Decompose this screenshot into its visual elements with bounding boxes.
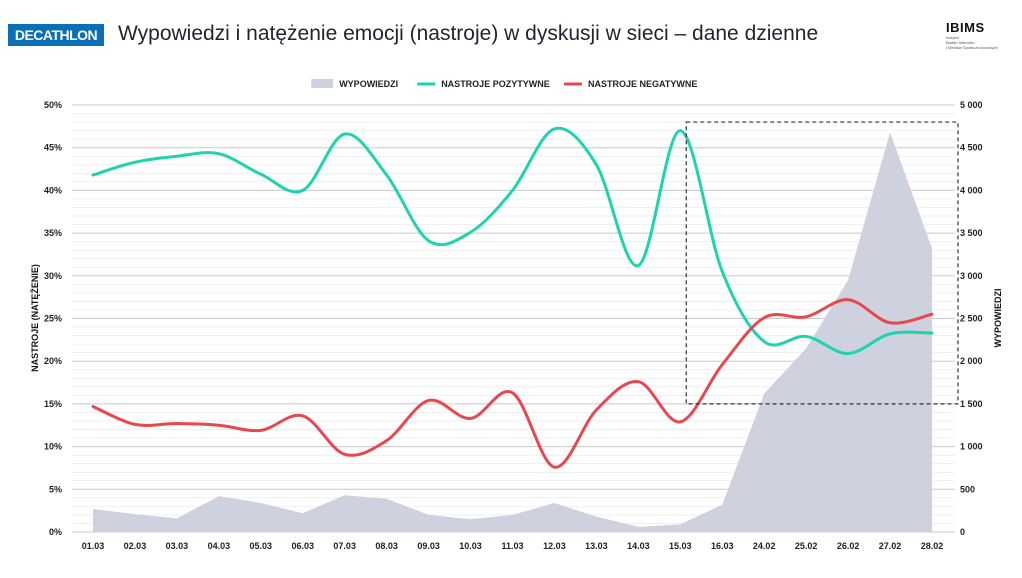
y2-tick-label: 5 000 xyxy=(960,100,983,110)
series-line-nastroje-negatywne xyxy=(91,298,934,469)
logo-text: DECATHLON xyxy=(14,27,98,43)
x-tick-label: 15.03 xyxy=(669,541,692,551)
brand-subtitle-1: Instytut xyxy=(946,35,959,40)
page-title: Wypowiedzi i natężenie emocji (nastroje)… xyxy=(118,22,819,45)
y-tick-label: 25% xyxy=(44,314,62,324)
x-tick-label: 24.02 xyxy=(753,541,776,551)
y2-tick-label: 0 xyxy=(960,527,965,537)
x-tick-label: 05.03 xyxy=(250,541,273,551)
legend-label-wypowiedzi: WYPOWIEDZI xyxy=(339,79,398,89)
y2-tick-label: 500 xyxy=(960,484,975,494)
series-area-wypowiedzi xyxy=(93,132,932,532)
y-tick-label: 5% xyxy=(49,484,62,494)
y2-axis-title: WYPOWIEDZI xyxy=(993,289,1003,348)
x-tick-label: 08.03 xyxy=(375,541,398,551)
y2-tick-label: 2 000 xyxy=(960,356,983,366)
y-tick-label: 30% xyxy=(44,271,62,281)
legend-label-nastroje-pozytywne: NASTROJE POZYTYWNE xyxy=(441,79,550,89)
x-tick-label: 14.03 xyxy=(627,541,650,551)
y-tick-label: 20% xyxy=(44,356,62,366)
highlight-layer xyxy=(685,121,959,405)
x-tick-label: 11.03 xyxy=(501,541,523,551)
y-tick-label: 0% xyxy=(49,527,62,537)
x-tick-label: 01.03 xyxy=(82,541,105,551)
y2-tick-label: 1 000 xyxy=(960,442,983,452)
x-tick-label: 02.03 xyxy=(124,541,147,551)
x-tick-label: 28.02 xyxy=(921,541,944,551)
x-tick-label: 25.02 xyxy=(795,541,818,551)
legend-label-nastroje-negatywne: NASTROJE NEGATYWNE xyxy=(588,79,697,89)
area-layer xyxy=(93,132,932,532)
x-tick-label: 09.03 xyxy=(417,541,440,551)
brand-name: IBIMS xyxy=(946,20,985,35)
y-tick-label: 10% xyxy=(44,442,62,452)
x-tick-label: 16.03 xyxy=(711,541,734,551)
y-tick-label: 40% xyxy=(44,185,62,195)
legend: WYPOWIEDZI NASTROJE POZYTYWNE NASTROJE NEG… xyxy=(311,79,697,89)
y-tick-label: 35% xyxy=(44,228,62,238)
x-tick-label: 03.03 xyxy=(166,541,189,551)
y-tick-label: 15% xyxy=(44,399,62,409)
y-tick-label: 45% xyxy=(44,143,62,153)
y-axis-title: NASTROJE (NATĘŻENIE) xyxy=(30,264,40,372)
y2-tick-label: 2 500 xyxy=(960,314,983,324)
series-line-nastroje-pozytywne xyxy=(91,126,934,356)
highlight-box xyxy=(685,121,959,405)
x-tick-label: 12.03 xyxy=(543,541,566,551)
x-tick-label: 04.03 xyxy=(208,541,231,551)
y2-tick-label: 3 500 xyxy=(960,228,983,238)
y2-tick-label: 4 000 xyxy=(960,185,983,195)
x-tick-label: 10.03 xyxy=(459,541,482,551)
brand-subtitle-3: i Mediów Społecznościowych xyxy=(946,45,998,50)
y2-tick-label: 1 500 xyxy=(960,399,983,409)
line-layer xyxy=(91,126,934,469)
x-tick-label: 06.03 xyxy=(291,541,314,551)
x-tick-label: 07.03 xyxy=(333,541,356,551)
decathlon-logo: DECATHLON xyxy=(8,24,104,46)
x-tick-label: 26.02 xyxy=(837,541,860,551)
tick-labels: 0% 5% 10% 15% 20% 25% 30% 35% 40% 45% 50% 0 500 1 000… xyxy=(44,100,983,551)
y-tick-label: 50% xyxy=(44,100,62,110)
y2-tick-label: 3 000 xyxy=(960,271,983,281)
ibims-logo: IBIMS Instytut Badań Internetu i Mediów … xyxy=(946,20,1016,50)
x-tick-label: 13.03 xyxy=(585,541,608,551)
x-tick-label: 27.02 xyxy=(879,541,902,551)
y2-tick-label: 4 500 xyxy=(960,143,983,153)
brand-subtitle-2: Badań Internetu xyxy=(946,40,975,45)
legend-swatch-wypowiedzi xyxy=(311,79,334,88)
